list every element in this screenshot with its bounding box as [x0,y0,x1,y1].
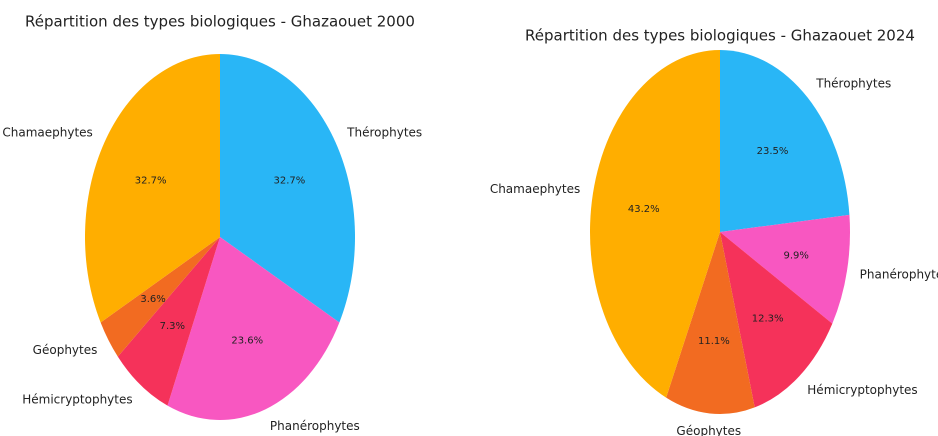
pie-slice [720,50,850,232]
slice-label: Thérophytes [346,126,422,140]
pie-slice [100,237,220,357]
chart-title: Répartition des types biologiques - Ghaz… [25,13,415,31]
percent-label: 11.1% [698,336,730,347]
slice-label: Géophytes [33,343,98,357]
pie-slice [720,232,833,408]
slice-label: Phanérophytes [860,268,938,282]
percent-label: 9.9% [783,250,808,261]
slice-label: Chamaephytes [2,126,92,140]
pie-slice [720,214,850,324]
pie-slice [85,54,220,323]
slice-label: Thérophytes [815,76,891,90]
pie-slice [666,232,755,415]
slice-label: Géophytes [676,424,741,436]
percent-label: 3.6% [140,294,165,305]
percent-label: 12.3% [752,313,784,324]
slice-label: Hémicryptophytes [807,383,917,397]
slice-label: Hémicryptophytes [22,392,132,406]
percent-label: 7.3% [160,321,185,332]
slice-label: Phanérophytes [270,419,360,433]
pie-slice [220,54,355,323]
slice-label: Chamaephytes [490,182,580,196]
pie-slice [167,237,340,420]
percent-label: 32.7% [273,175,305,186]
pie-slice [117,237,220,406]
percent-label: 23.5% [757,146,789,157]
percent-label: 32.7% [135,175,167,186]
percent-label: 43.2% [628,204,660,215]
chart-title: Répartition des types biologiques - Ghaz… [525,27,915,45]
pie-slice [589,50,720,398]
percent-label: 23.6% [231,335,263,346]
